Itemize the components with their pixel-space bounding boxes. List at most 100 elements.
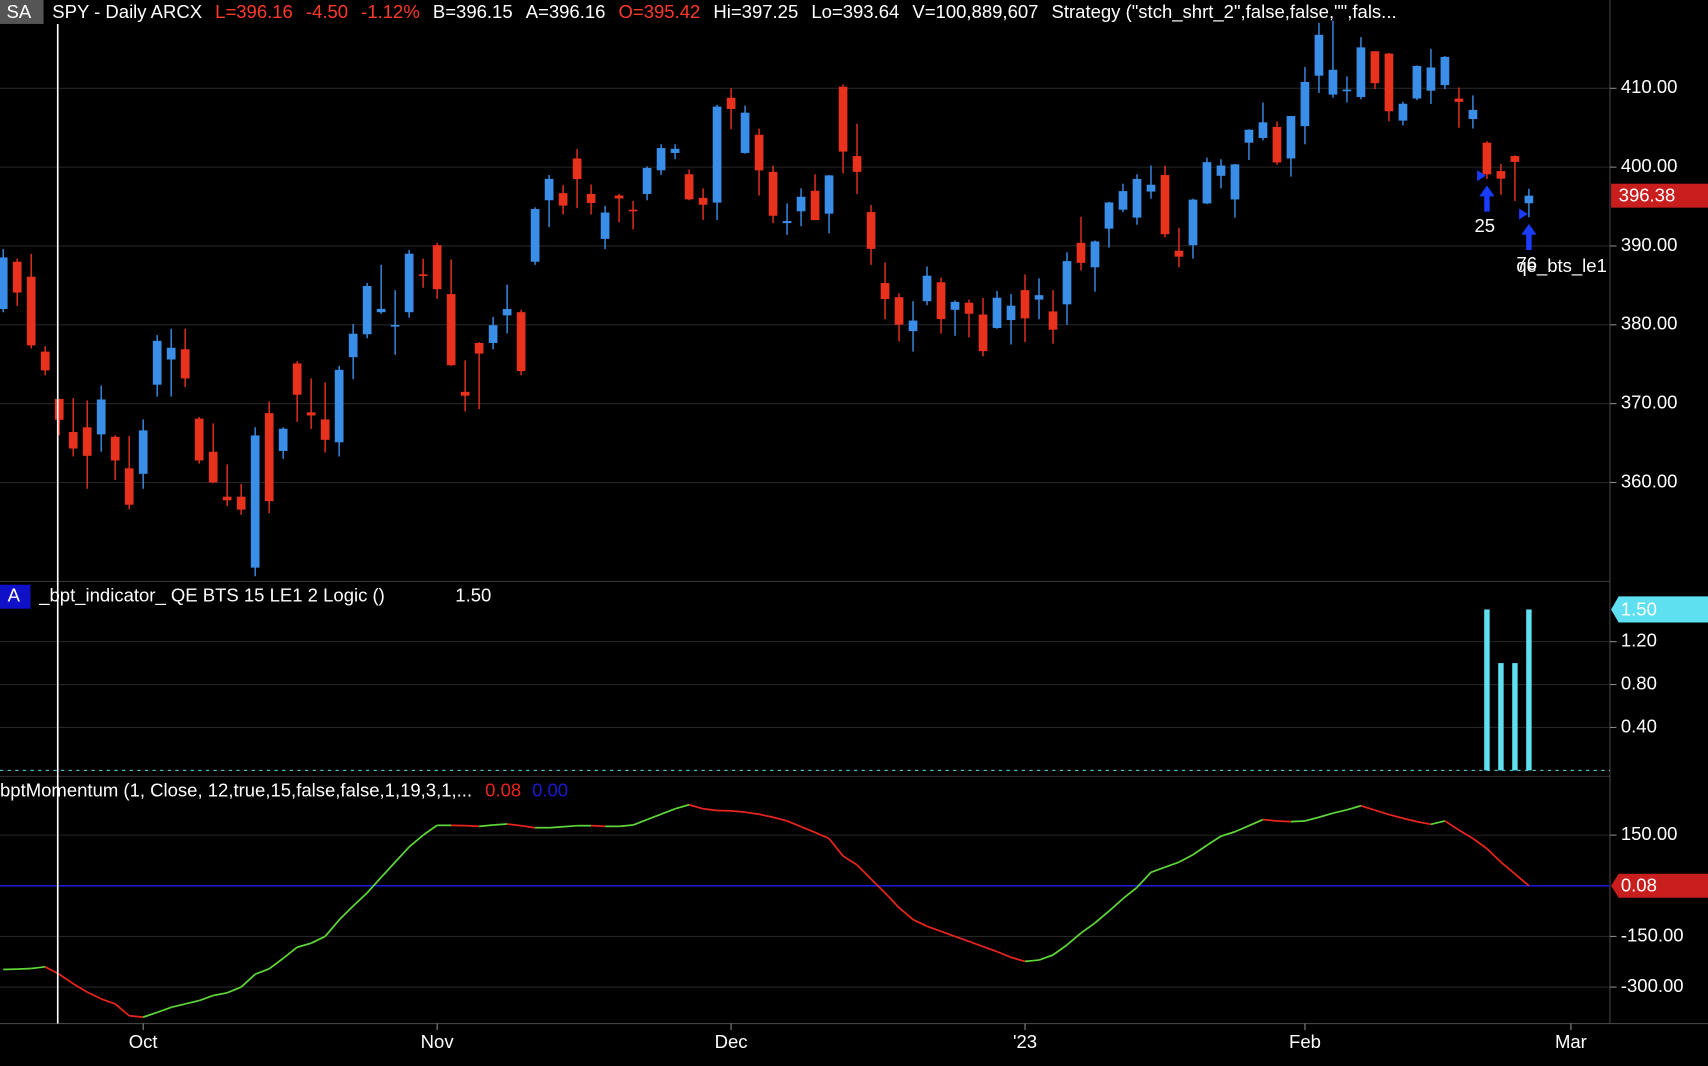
momentum-segment [786, 820, 802, 828]
candle-body [992, 297, 1002, 328]
candle-body [866, 212, 876, 249]
last-value-label: 0.08 [1621, 875, 1657, 896]
price-header: SPY - Daily ARCX L=396.16 -4.50 -1.12% B=396… [52, 1, 1396, 23]
momentum-segment [72, 982, 88, 993]
candle-body [1090, 241, 1100, 268]
candle-body [12, 261, 22, 293]
study-title: bptMomentum (1, Close, 12,true,15,false,… [0, 779, 472, 800]
momentum-segment [465, 824, 480, 828]
momentum-segment [1220, 830, 1236, 837]
y-tick-label: 0.80 [1621, 672, 1657, 693]
momentum-segment [507, 823, 522, 827]
momentum-segment [100, 998, 116, 1005]
study-value: 1.50 [455, 585, 491, 606]
candle-body [502, 309, 512, 316]
study-badge-box [0, 584, 31, 609]
candle-body [1426, 67, 1436, 91]
candle-body [740, 112, 750, 153]
momentum-segment [1444, 820, 1460, 831]
x-tick-label: Oct [129, 1031, 158, 1052]
candle-body [1132, 178, 1142, 218]
candle-body [572, 158, 582, 180]
candle-body [1370, 51, 1380, 84]
quote-field: O=395.42 [619, 1, 701, 22]
candle-body [26, 276, 36, 346]
quote-field: -4.50 [306, 1, 348, 22]
candle-body [194, 418, 204, 461]
candle-body [222, 496, 232, 501]
momentum-segment [213, 991, 228, 997]
reference-value: 0.00 [532, 779, 568, 800]
candle-body [1048, 311, 1058, 330]
momentum-segment [352, 892, 368, 907]
candle-body [1328, 69, 1338, 95]
candle-body [278, 428, 288, 451]
candle-body [796, 196, 806, 212]
y-tick-label: -150.00 [1621, 924, 1684, 945]
momentum-segment [814, 831, 830, 840]
candle-body [348, 333, 358, 358]
candle-body [1216, 165, 1226, 176]
momentum-segment [1374, 809, 1390, 816]
candle-body [1174, 250, 1184, 257]
momentum-segment [1164, 861, 1180, 869]
momentum-segment [954, 935, 970, 943]
candle-body [250, 435, 260, 568]
y-tick-label: 410.00 [1621, 76, 1678, 97]
candle-body [418, 274, 428, 276]
momentum-segment [44, 966, 60, 976]
bar [1512, 663, 1518, 771]
candle-body [0, 257, 8, 310]
candle-body [1230, 164, 1240, 200]
candle-body [1300, 81, 1310, 127]
candle-body [1314, 34, 1324, 76]
momentum-segment [940, 930, 956, 938]
momentum-segment [254, 968, 270, 976]
momentum-segment [114, 1003, 130, 1017]
momentum-segment [1388, 813, 1404, 820]
candle-body [1076, 242, 1086, 263]
candle-body [558, 193, 568, 206]
candle-body [1118, 191, 1128, 210]
momentum-segment [1402, 817, 1418, 823]
momentum-segment [1178, 853, 1194, 863]
candle-body [292, 363, 302, 395]
candle-body [950, 301, 960, 310]
candle-body [586, 193, 596, 204]
candle-body [306, 412, 316, 416]
candle-body [264, 413, 274, 502]
candle-body [1398, 103, 1408, 121]
momentum-segment [1416, 820, 1432, 826]
candle-body [446, 294, 456, 366]
study-header: bptMomentum (1, Close, 12,true,15,false,… [0, 779, 568, 800]
momentum-segment [968, 940, 984, 948]
candle-body [110, 436, 120, 461]
signal-name: qe_bts_le1 [1516, 255, 1607, 277]
momentum-segment [730, 809, 746, 814]
x-tick-label: '23 [1013, 1031, 1037, 1052]
candle-body [1020, 290, 1030, 319]
candle-body [670, 148, 680, 153]
candle-body [1524, 195, 1534, 204]
momentum-segment [58, 973, 74, 985]
momentum-segment [282, 946, 298, 960]
plot [0, 20, 1708, 1031]
momentum-segment [1052, 944, 1068, 956]
symbol-badge: SA [7, 1, 32, 22]
candle-body [964, 302, 974, 314]
candle-body [96, 399, 106, 435]
chart-title: SPY - Daily ARCX [52, 1, 202, 22]
momentum-segment [268, 957, 284, 970]
y-tick-label: 0.40 [1621, 715, 1657, 736]
x-tick-label: Dec [715, 1031, 748, 1052]
momentum-segment [184, 999, 200, 1005]
quote-field: B=396.15 [433, 1, 513, 22]
momentum-segment [758, 813, 774, 819]
candle-body [1146, 184, 1156, 192]
candle-body [600, 212, 610, 239]
signal-label: 25 [1474, 215, 1495, 236]
y-tick-label: 1.20 [1621, 630, 1657, 651]
candle-body [1006, 305, 1016, 321]
